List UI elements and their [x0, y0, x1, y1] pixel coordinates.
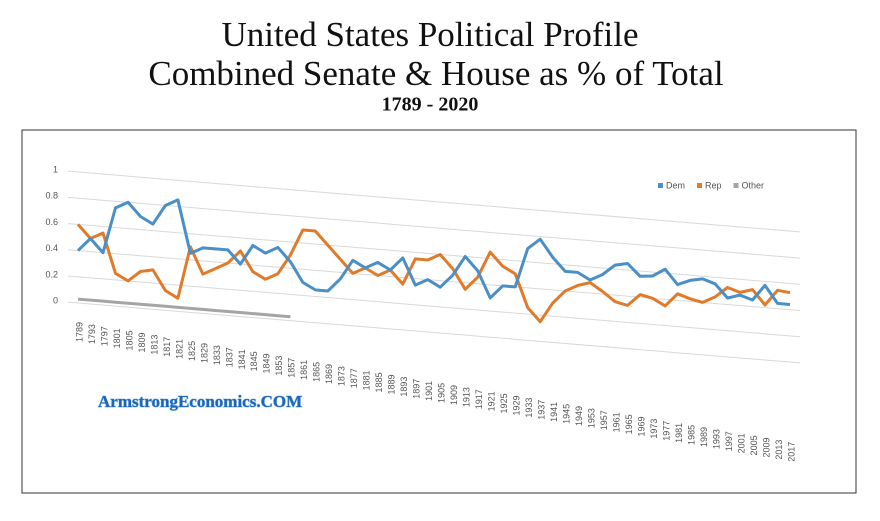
x-tick-label: 1957	[599, 410, 609, 430]
x-tick-label: 1909	[449, 385, 459, 405]
x-tick-label: 1809	[137, 333, 147, 353]
x-tick-label: 1857	[287, 358, 297, 378]
x-tick-label: 1865	[312, 362, 322, 382]
x-tick-label: 1821	[174, 339, 184, 359]
legend-swatch	[733, 183, 739, 188]
x-tick-label: 1885	[374, 372, 384, 392]
x-tick-label: 1889	[387, 375, 397, 395]
x-tick-label: 1813	[149, 335, 159, 355]
watermark: ArmstrongEconomics.COM	[98, 392, 302, 411]
x-tick-label: 1913	[462, 387, 472, 407]
chart-subtitle: Combined Senate & House as % of Total	[148, 54, 724, 93]
x-tick-label: 1985	[686, 425, 696, 445]
x-tick-label: 1937	[537, 400, 547, 420]
x-tick-label: 1953	[587, 408, 597, 428]
legend-label: Rep	[705, 180, 722, 190]
x-tick-label: 1801	[112, 328, 122, 348]
x-tick-label: 1993	[711, 429, 721, 449]
x-tick-label: 1929	[512, 396, 522, 416]
x-tick-label: 1817	[162, 337, 172, 357]
grid-line	[67, 170, 801, 233]
x-tick-label: 1949	[574, 406, 584, 426]
series-line	[77, 297, 291, 319]
x-tick-label: 1977	[661, 421, 671, 441]
series-line	[76, 223, 791, 324]
x-tick-label: 1861	[299, 360, 309, 380]
x-tick-label: 1925	[499, 393, 509, 413]
x-tick-label: 1905	[437, 383, 447, 403]
x-tick-label: 2017	[786, 442, 796, 462]
grid-line	[67, 249, 801, 312]
x-tick-label: 1873	[337, 366, 347, 386]
x-tick-label: 2001	[736, 433, 746, 453]
x-tick-label: 1825	[187, 341, 197, 361]
series-line	[76, 198, 791, 306]
x-tick-label: 1837	[224, 347, 234, 367]
x-tick-label: 1845	[249, 351, 259, 371]
x-tick-label: 2005	[749, 435, 759, 455]
grid-line	[67, 223, 801, 285]
x-tick-label: 1945	[562, 404, 572, 424]
x-tick-label: 1941	[549, 402, 559, 422]
grid-line	[67, 275, 801, 338]
x-tick-label: 1797	[99, 326, 109, 346]
x-tick-label: 1961	[611, 412, 621, 432]
y-tick-label: 0	[53, 296, 58, 306]
x-tick-label: 1877	[349, 368, 359, 388]
legend-label: Dem	[666, 180, 685, 190]
x-tick-label: 1901	[424, 381, 434, 401]
legend-label: Other	[742, 180, 765, 190]
x-tick-label: 1989	[699, 427, 709, 447]
y-tick-label: 0.8	[45, 191, 58, 201]
x-tick-label: 1833	[212, 345, 222, 365]
x-tick-label: 1853	[274, 356, 284, 376]
x-tick-label: 1921	[487, 391, 497, 411]
x-tick-label: 1869	[324, 364, 334, 384]
grid-line	[67, 301, 801, 364]
y-tick-label: 0.4	[45, 243, 58, 253]
x-tick-label: 1969	[636, 417, 646, 437]
x-tick-label: 1897	[412, 379, 422, 399]
chart-frame	[21, 129, 857, 494]
y-tick-label: 1	[53, 165, 58, 175]
x-tick-label: 1981	[674, 423, 684, 443]
x-tick-label: 1933	[524, 398, 534, 418]
x-tick-label: 1893	[399, 377, 409, 397]
period: 1789 - 2020	[382, 94, 479, 116]
y-tick-label: 0.2	[45, 269, 58, 279]
x-tick-label: 1829	[199, 343, 209, 363]
x-tick-label: 1841	[237, 349, 247, 369]
x-tick-label: 1805	[124, 330, 134, 350]
x-tick-label: 1793	[87, 324, 97, 344]
legend-swatch	[697, 183, 703, 188]
legend-swatch	[658, 183, 663, 188]
y-tick-label: 0.6	[45, 217, 58, 227]
x-tick-label: 1881	[362, 370, 372, 390]
x-tick-label: 2009	[761, 438, 771, 458]
grid-line	[67, 196, 801, 259]
x-tick-label: 1997	[724, 431, 734, 451]
x-tick-label: 1973	[649, 419, 659, 439]
x-tick-label: 1965	[624, 414, 634, 434]
x-tick-label: 1849	[262, 354, 272, 374]
x-tick-label: 2013	[774, 440, 784, 460]
x-tick-label: 1789	[74, 322, 84, 342]
x-tick-label: 1917	[474, 389, 484, 409]
chart-title: United States Political Profile	[221, 15, 638, 54]
